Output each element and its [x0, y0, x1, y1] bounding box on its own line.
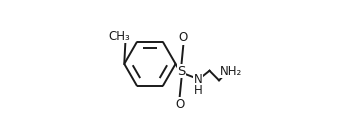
Text: S: S [177, 65, 186, 78]
Text: O: O [119, 30, 128, 43]
Text: H: H [194, 84, 202, 97]
Text: O: O [179, 31, 188, 44]
Text: CH₃: CH₃ [109, 30, 130, 43]
Text: N: N [194, 73, 202, 86]
Text: NH₂: NH₂ [219, 65, 242, 78]
Text: O: O [175, 97, 184, 111]
